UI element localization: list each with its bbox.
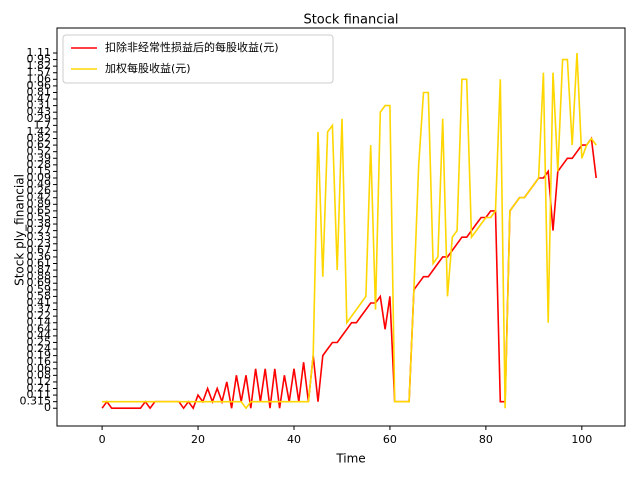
y-tick-label: 0.39 — [27, 151, 52, 164]
legend-box — [62, 34, 334, 84]
y-tick-label: 0.29 — [27, 112, 52, 125]
y-tick-label: 0.37 — [27, 303, 52, 316]
y-tick-label: 0.315 — [20, 395, 52, 408]
y-tick-label: 0.36 — [27, 250, 52, 263]
y-tick-label: 0.06 — [27, 362, 52, 375]
y-tick-label: 0.59 — [27, 283, 52, 296]
legend-label: 扣除非经常性损益后的每股收益(元) — [105, 40, 279, 54]
y-tick-label: 0.19 — [27, 349, 52, 362]
y-tick-label: 0.21 — [27, 382, 52, 395]
y-tick-label: 0.26 — [27, 184, 52, 197]
y-axis-label: Stock ply_financial — [13, 174, 27, 286]
y-tick-label: 0.38 — [27, 217, 52, 230]
x-tick-label: 80 — [479, 433, 493, 446]
y-tick-label: 0.33 — [27, 230, 52, 243]
y-tick-label: 0.49 — [27, 178, 52, 191]
x-tick-label: 100 — [571, 433, 592, 446]
y-tick-label: 0.41 — [27, 296, 52, 309]
y-tick-label: 0.27 — [27, 224, 52, 237]
y-tick-label: 0.95 — [27, 53, 52, 66]
y-tick-label: 0.88 — [27, 270, 52, 283]
y-tick-label: 0.67 — [27, 243, 52, 256]
y-tick-label: 1.7 — [34, 118, 52, 131]
y-tick-label: 0.47 — [27, 92, 52, 105]
x-axis-label: Time — [335, 452, 365, 466]
y-tick-label: 1.11 — [27, 46, 52, 59]
y-tick-label: 0.25 — [27, 335, 52, 348]
x-tick-label: 20 — [191, 433, 205, 446]
y-tick-label: 0.81 — [27, 85, 52, 98]
y-tick-label: 0.55 — [27, 210, 52, 223]
y-tick-label: 0.44 — [27, 329, 52, 342]
y-tick-label: 0.69 — [27, 276, 52, 289]
y-tick-label: 0.89 — [27, 197, 52, 210]
y-tick-label: 0.31 — [27, 99, 52, 112]
y-tick-label: 0.58 — [27, 289, 52, 302]
y-tick-label: 0.15 — [27, 164, 52, 177]
y-tick-label: 0.62 — [27, 138, 52, 151]
y-tick-label: 0.64 — [27, 322, 52, 335]
x-tick-label: 40 — [287, 433, 301, 446]
y-tick-label: 1.82 — [27, 59, 52, 72]
y-tick-label: 0.23 — [27, 237, 52, 250]
y-tick-label: 0.28 — [27, 158, 52, 171]
y-tick-label: 0.65 — [27, 204, 52, 217]
y-tick-label: 0.24 — [27, 342, 52, 355]
y-tick-label: 1.06 — [27, 72, 52, 85]
y-tick-label: 0.42 — [27, 191, 52, 204]
y-tick-label: 0.09 — [27, 171, 52, 184]
y-tick-label: 0.12 — [27, 375, 52, 388]
data-line — [102, 52, 597, 410]
y-tick-label: 0.22 — [27, 309, 52, 322]
y-tick-label: 0.96 — [27, 79, 52, 92]
y-tick-label: 0.82 — [27, 132, 52, 145]
y-tick-label: 1.42 — [27, 125, 52, 138]
x-tick-label: 60 — [383, 433, 397, 446]
y-tick-label: 0.87 — [27, 263, 52, 276]
y-tick-label: 1.57 — [27, 66, 52, 79]
y-tick-label: 0.11 — [27, 388, 52, 401]
legend-label: 加权每股收益(元) — [105, 61, 191, 75]
y-tick-label: 0.14 — [27, 316, 52, 329]
y-tick-label: 0.16 — [27, 355, 52, 368]
x-tick-label: 0 — [99, 433, 106, 446]
chart-title: Stock financial — [303, 13, 398, 28]
y-tick-label: 0.61 — [27, 257, 52, 270]
y-tick-label: 0.08 — [27, 368, 52, 381]
y-tick-label: 0.43 — [27, 105, 52, 118]
y-tick-label: 0.52 — [27, 145, 52, 158]
plot-frame — [56, 27, 626, 427]
y-tick-label: 0 — [44, 401, 51, 414]
